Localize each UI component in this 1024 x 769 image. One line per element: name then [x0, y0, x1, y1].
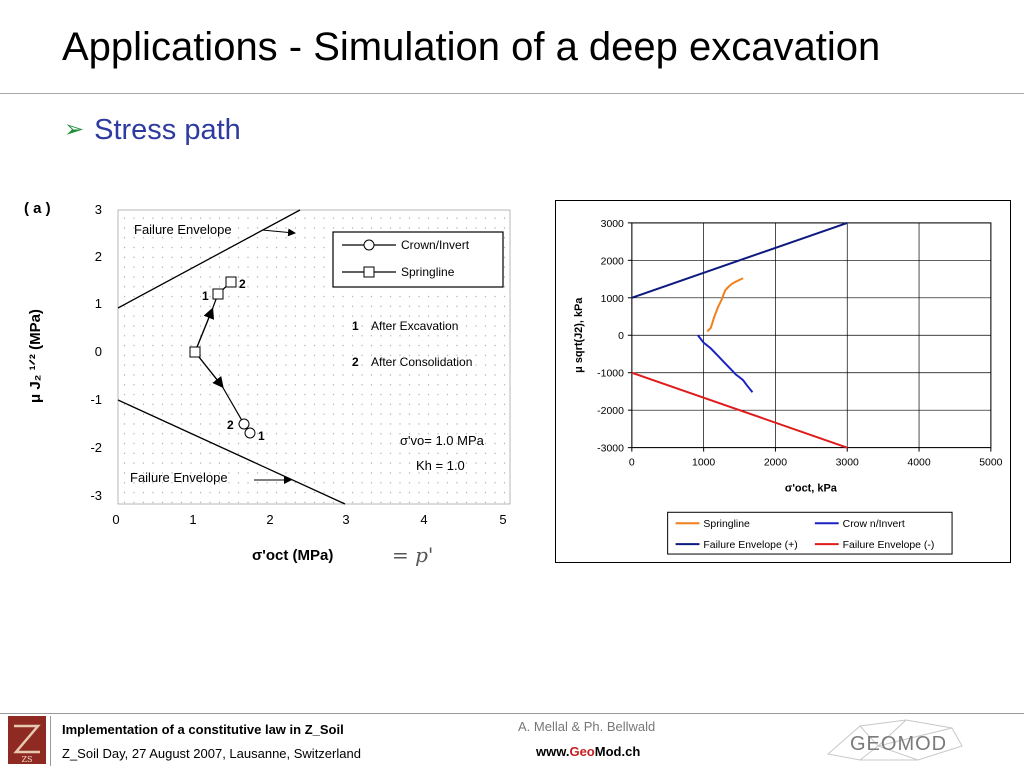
y-tick-label: 3000 [601, 219, 624, 230]
figure-a-legend-box [332, 231, 504, 288]
handwritten-note: = p' [392, 543, 433, 567]
springline-marker-2 [225, 276, 237, 288]
series-line-2 [631, 221, 848, 299]
y-tick: 1 [95, 296, 102, 311]
springline-point-1: 1 [202, 289, 209, 303]
footer-event: Z_Soil Day, 27 August 2007, Lausanne, Sw… [62, 746, 361, 761]
note-2-number: 2 [352, 355, 359, 369]
geomod-logo-mesh [826, 719, 963, 761]
upper-envelope-label: Failure Envelope [134, 222, 232, 237]
note-1-number: 1 [352, 319, 359, 333]
website-mod: Mod [594, 744, 622, 759]
x-tick-label: 3000 [836, 458, 859, 469]
y-tick-labels: 3 2 1 0 -1 -2 -3 [90, 202, 102, 503]
x-tick: 5 [499, 512, 506, 527]
y-tick: 2 [95, 249, 102, 264]
legend-label-2: Failure Envelope (+) [703, 540, 797, 551]
zsoil-logo-icon: ZS [13, 724, 41, 764]
y-tick-label: 0 [618, 331, 624, 342]
lower-envelope-label: Failure Envelope [130, 470, 228, 485]
chart-legend: Springline Crow n/Invert Failure Envelope … [675, 519, 935, 551]
series-line-1 [697, 334, 754, 393]
y-tick-label: -2000 [597, 406, 624, 417]
x-tick-label: 5000 [979, 458, 1002, 469]
y-tick: -3 [90, 488, 102, 503]
legend-springline-label: Springline [401, 265, 455, 279]
upper-envelope-arrow [261, 228, 296, 237]
arrow-bullet-icon: ➢ [64, 116, 85, 143]
x-tick-label: 1000 [692, 458, 715, 469]
legend-label-0: Springline [703, 519, 750, 530]
chart-ylabel: μ sqrt(J2), kPa [573, 297, 585, 373]
plot-a-frame [117, 209, 511, 505]
website-suffix: .ch [621, 744, 641, 759]
y-tick: -1 [90, 392, 102, 407]
figure-a-xlabel: σ'oct (MPa) [252, 547, 333, 564]
crown-marker-1 [244, 427, 256, 439]
legend-label-3: Failure Envelope (-) [843, 540, 935, 551]
y-tick-label: 1000 [601, 294, 624, 305]
panel-label: ( a ) [24, 200, 51, 217]
chart-series [631, 221, 848, 449]
geomod-logo-text: GEOMOD [850, 733, 947, 755]
legend-crown-marker [363, 239, 375, 251]
x-tick-label: 0 [629, 458, 635, 469]
chart-xlabel: σ'oct, kPa [785, 482, 838, 494]
slide-title: Applications - Simulation of a deep exca… [62, 25, 881, 69]
x-tick: 1 [189, 512, 196, 527]
crown-marker-2 [238, 418, 250, 430]
x-tick-label: 2000 [764, 458, 787, 469]
y-tick: 3 [95, 202, 102, 217]
param-kh: Kh = 1.0 [416, 458, 465, 473]
website-geo: Geo [569, 744, 595, 759]
footer-authors: A. Mellal & Ph. Bellwald [518, 719, 656, 734]
y-tick-label: 2000 [601, 256, 624, 267]
website-prefix: www. [536, 744, 570, 759]
x-tick: 4 [420, 512, 427, 527]
legend-label-1: Crow n/Invert [843, 519, 905, 530]
x-tick-label: 4000 [907, 458, 930, 469]
footer-presentation-title: Implementation of a constitutive law in … [62, 722, 344, 737]
x-tick-labels: 0 1 2 3 4 5 [112, 512, 506, 527]
figure-a-scanned-plot: ( a ) 3 2 1 0 -1 -2 -3 0 1 2 3 4 5 μ J₂ … [24, 200, 511, 567]
bullet-item: ➢ Stress path [64, 114, 241, 147]
springline-point-2: 2 [239, 277, 246, 291]
crown-point-2: 2 [227, 418, 234, 432]
simulation-line-chart: 0 1000 2000 3000 4000 5000 3000 2000 1000 0 -1000 -… [555, 200, 1011, 563]
y-tick-label: -1000 [597, 369, 624, 380]
x-tick: 3 [342, 512, 349, 527]
y-tick-label: -3000 [597, 444, 624, 455]
footer-website-link[interactable]: www.GeoMod.ch [536, 744, 640, 759]
footer-divider [0, 713, 1024, 714]
springline-path [194, 307, 215, 353]
logo-left-text: ZS [21, 755, 32, 764]
param-vertical-stress: σ'vo= 1.0 MPa [400, 433, 485, 448]
y-tick: 0 [95, 344, 102, 359]
legend-springline-marker [363, 266, 375, 278]
crown-point-1: 1 [258, 429, 265, 443]
y-tick: -2 [90, 440, 102, 455]
origin-marker [189, 346, 201, 358]
chart-ticks: 0 1000 2000 3000 4000 5000 3000 2000 1000 0 -1000 -… [597, 219, 1002, 469]
x-tick: 2 [266, 512, 273, 527]
figure-a-ylabel: μ J₂ ¹ᐟ² (MPa) [27, 309, 44, 403]
chart-legend-box [667, 511, 953, 555]
geomod-logo: GEOMOD [826, 719, 963, 761]
x-tick: 0 [112, 512, 119, 527]
upper-failure-envelope [117, 209, 301, 309]
chart-grid [631, 222, 992, 448]
lower-failure-envelope [117, 399, 346, 505]
series-line-3 [631, 371, 848, 449]
bullet-text: Stress path [94, 114, 241, 146]
zsoil-logo: ZS [8, 716, 46, 764]
title-divider [0, 93, 1024, 94]
note-2-text: After Consolidation [371, 355, 472, 369]
series-line-0 [706, 277, 744, 333]
crown-path [194, 351, 224, 389]
legend-crown-label: Crown/Invert [401, 238, 470, 252]
note-1-text: After Excavation [371, 319, 458, 333]
footer-separator [50, 716, 51, 766]
springline-marker-1 [212, 288, 224, 300]
